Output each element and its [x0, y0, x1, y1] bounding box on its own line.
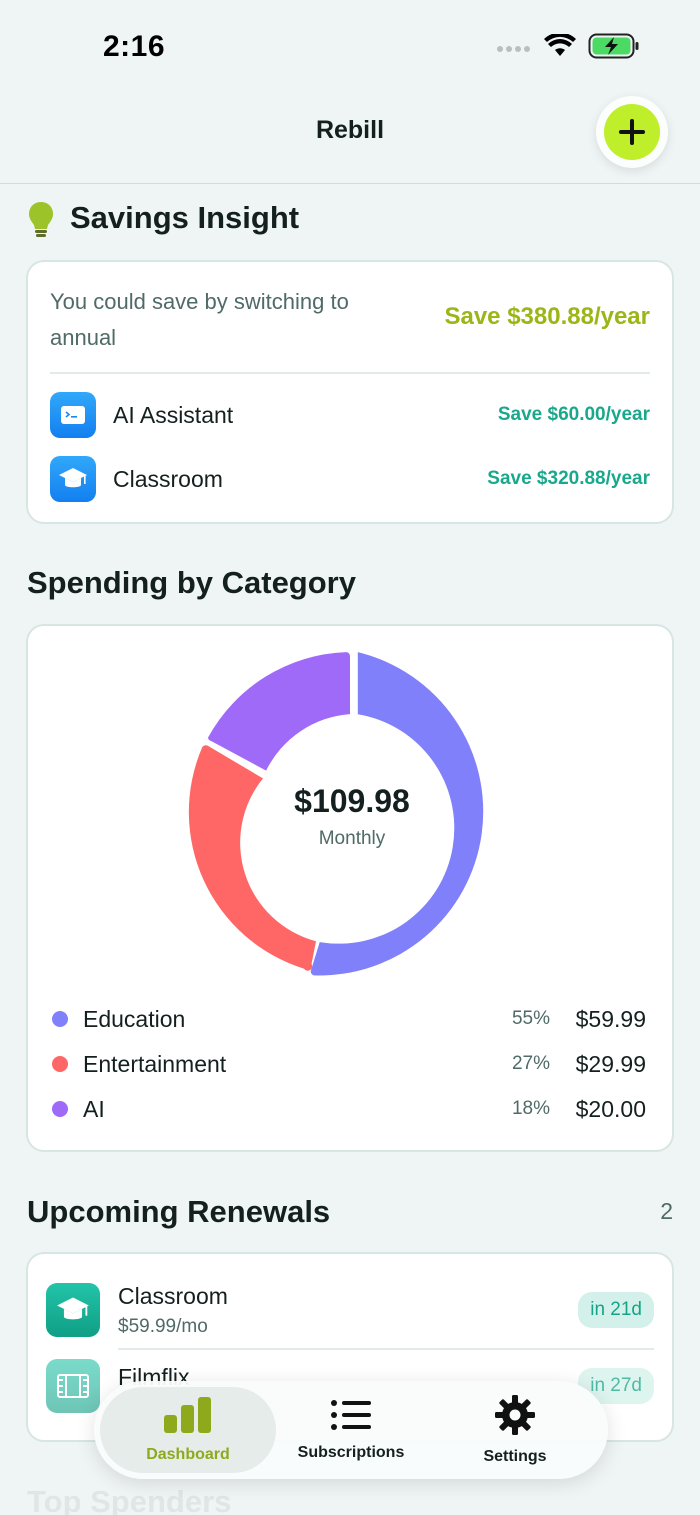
tab-settings[interactable]: Settings: [440, 1387, 590, 1473]
renewal-item-classroom[interactable]: Classroom $59.99/mo in 21d: [46, 1283, 654, 1337]
savings-total: Save $380.88/year: [444, 303, 650, 330]
status-bar: 2:16: [0, 0, 700, 90]
status-time: 2:16: [103, 30, 166, 63]
insight-item-ai-assistant[interactable]: AI Assistant Save $60.00/year: [50, 392, 650, 438]
upcoming-renewals-heading: Upcoming Renewals: [27, 1194, 331, 1229]
renewal-price: $59.99/mo: [118, 1315, 208, 1337]
lightbulb-icon: [28, 201, 54, 244]
legend-name: Education: [83, 1005, 186, 1032]
insight-item-save: Save $320.88/year: [487, 468, 650, 489]
bar-chart-icon: [164, 1396, 212, 1438]
savings-insight-text: You could save by switching to annual: [50, 289, 349, 350]
legend-percent: 55%: [511, 1008, 550, 1029]
tab-dashboard[interactable]: Dashboard: [100, 1387, 276, 1473]
legend-item-education: Education 55% $59.99: [52, 1004, 646, 1034]
legend-item-ai: AI 18% $20.00: [52, 1094, 646, 1124]
renewal-due-badge: in 21d: [578, 1292, 654, 1328]
savings-insight-card: You could save by switching to annual Sa…: [26, 260, 674, 524]
insight-item-name: Classroom: [113, 465, 223, 492]
donut-segment-entertainment[interactable]: [188, 745, 316, 971]
plus-icon: [604, 104, 660, 160]
donut-segment-education[interactable]: [310, 652, 484, 976]
insight-item-classroom[interactable]: Classroom Save $320.88/year: [50, 456, 650, 502]
tab-label: Dashboard: [146, 1445, 230, 1463]
terminal-icon: [50, 392, 96, 438]
donut-center: $109.98 Monthly: [186, 650, 518, 982]
status-icons: [496, 32, 640, 64]
monthly-label: Monthly: [318, 827, 386, 849]
divider: [50, 372, 650, 374]
insight-item-save: Save $60.00/year: [497, 404, 650, 425]
legend-name: AI: [83, 1095, 105, 1122]
cellular-signal-icon: [496, 40, 532, 58]
wifi-icon: [544, 32, 576, 63]
legend-color-dot: [52, 1011, 68, 1027]
legend-percent: 18%: [511, 1098, 550, 1119]
renewals-count: 2: [660, 1198, 673, 1224]
add-subscription-button[interactable]: [596, 96, 668, 168]
category-donut-chart: [188, 652, 484, 976]
list-icon: [331, 1399, 371, 1436]
savings-insight-heading: Savings Insight: [70, 200, 300, 235]
legend-color-dot: [52, 1056, 68, 1072]
legend-item-entertainment: Entertainment 27% $29.99: [52, 1049, 646, 1079]
renewal-item-filmflix[interactable]: Filmflix in 27d: [46, 1359, 654, 1413]
top-spenders-heading: Top Spenders: [27, 1484, 232, 1515]
legend-name: Entertainment: [83, 1050, 227, 1077]
renewal-name: Classroom: [118, 1282, 228, 1309]
spending-by-category-card: $109.98 Monthly Education 55% $59.99 Ent…: [26, 624, 674, 1152]
film-icon: [46, 1359, 100, 1413]
tab-bar: Dashboard Subscriptions Settings: [94, 1381, 608, 1479]
graduation-cap-icon: [50, 456, 96, 502]
app-title: Rebill: [315, 116, 385, 144]
tab-subscriptions[interactable]: Subscriptions: [276, 1387, 426, 1473]
battery-charging-icon: [588, 33, 640, 64]
legend-amount: $59.99: [575, 1005, 646, 1032]
tab-label: Subscriptions: [297, 1443, 405, 1461]
legend-percent: 27%: [511, 1053, 550, 1074]
spending-by-category-heading: Spending by Category: [27, 565, 356, 600]
navigation-bar: Rebill: [0, 90, 700, 184]
gear-icon: [495, 1394, 535, 1440]
legend-amount: $20.00: [575, 1095, 646, 1122]
monthly-total: $109.98: [294, 782, 410, 819]
tab-label: Settings: [483, 1447, 547, 1465]
legend-amount: $29.99: [575, 1050, 646, 1077]
graduation-cap-icon: [46, 1283, 100, 1337]
insight-item-name: AI Assistant: [113, 401, 234, 428]
donut-segment-ai[interactable]: [208, 652, 350, 771]
divider: [118, 1348, 654, 1350]
legend-color-dot: [52, 1101, 68, 1117]
